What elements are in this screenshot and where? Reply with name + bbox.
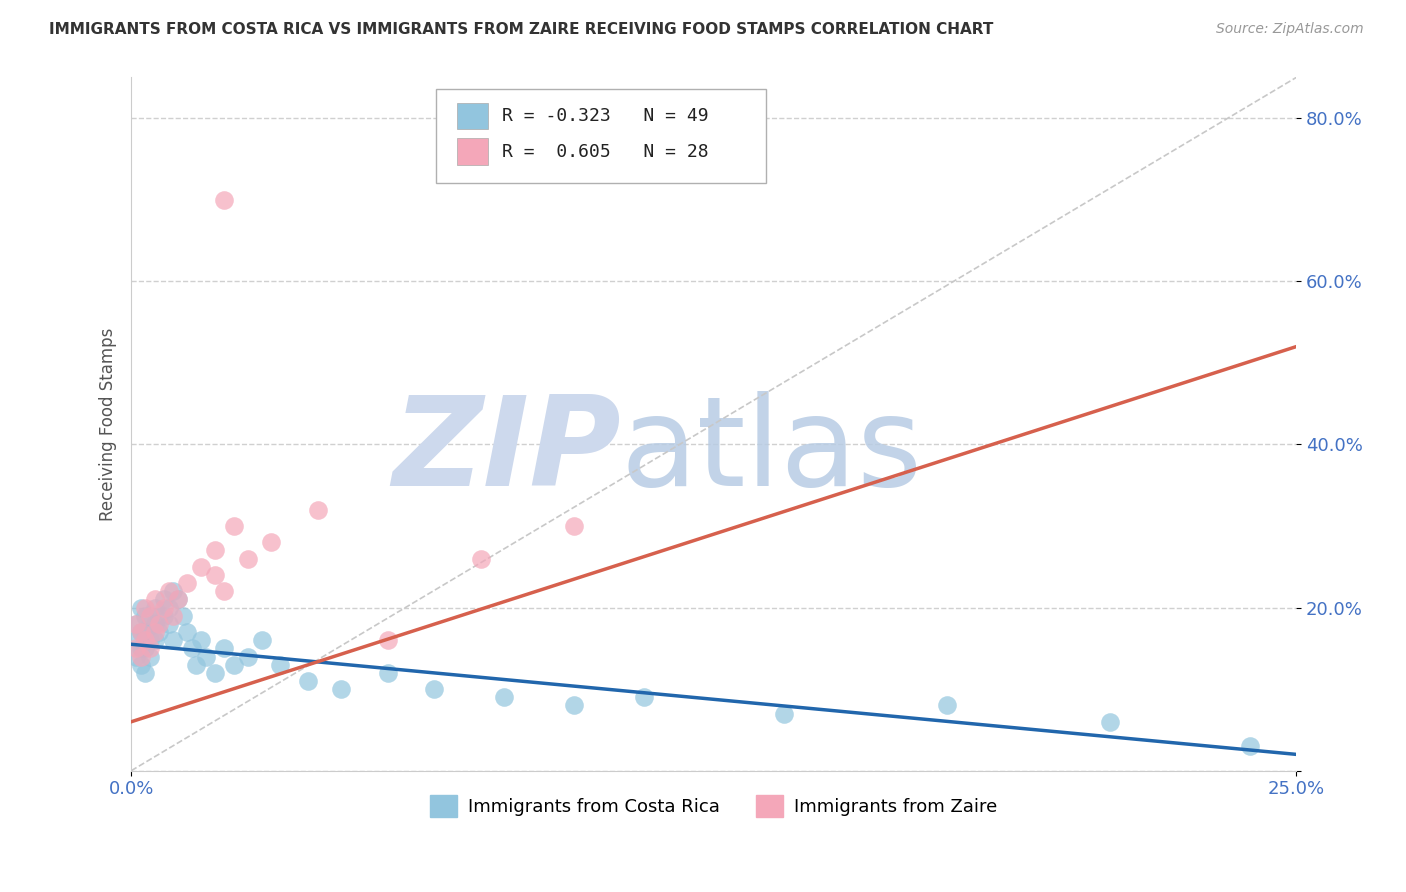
- Point: [186, 657, 208, 672]
- Point: [269, 657, 291, 672]
- Point: [153, 592, 176, 607]
- Point: [204, 665, 226, 680]
- Point: [139, 608, 162, 623]
- Point: [134, 608, 156, 623]
- Point: [134, 625, 156, 640]
- Point: [153, 600, 176, 615]
- Point: [166, 592, 188, 607]
- Point: [214, 193, 236, 207]
- Text: Source: ZipAtlas.com: Source: ZipAtlas.com: [1216, 22, 1364, 37]
- Point: [236, 649, 259, 664]
- Point: [143, 625, 166, 640]
- Point: [139, 616, 162, 631]
- Point: [139, 641, 162, 656]
- Point: [236, 551, 259, 566]
- Point: [162, 633, 184, 648]
- Point: [935, 698, 957, 713]
- Point: [250, 633, 273, 648]
- Point: [222, 519, 245, 533]
- Point: [125, 641, 148, 656]
- Point: [176, 576, 198, 591]
- Point: [143, 592, 166, 607]
- Point: [139, 649, 162, 664]
- Point: [125, 633, 148, 648]
- Point: [190, 633, 212, 648]
- Point: [148, 625, 170, 640]
- Point: [134, 641, 156, 656]
- Point: [125, 616, 148, 631]
- Point: [562, 519, 585, 533]
- Point: [125, 649, 148, 664]
- Text: ZIP: ZIP: [392, 392, 620, 512]
- Text: R = -0.323   N = 49: R = -0.323 N = 49: [502, 107, 709, 125]
- Point: [772, 706, 794, 721]
- Point: [129, 649, 152, 664]
- Text: R =  0.605   N = 28: R = 0.605 N = 28: [502, 143, 709, 161]
- Point: [562, 698, 585, 713]
- Point: [204, 543, 226, 558]
- Point: [134, 665, 156, 680]
- Point: [157, 616, 180, 631]
- Point: [129, 625, 152, 640]
- Point: [377, 633, 399, 648]
- Point: [129, 625, 152, 640]
- Point: [307, 502, 329, 516]
- Legend: Immigrants from Costa Rica, Immigrants from Zaire: Immigrants from Costa Rica, Immigrants f…: [423, 788, 1004, 824]
- Point: [139, 633, 162, 648]
- Point: [377, 665, 399, 680]
- Point: [157, 584, 180, 599]
- Point: [260, 535, 283, 549]
- Point: [194, 649, 217, 664]
- Point: [180, 641, 202, 656]
- Point: [148, 608, 170, 623]
- Point: [1098, 714, 1121, 729]
- Point: [297, 673, 319, 688]
- Point: [129, 600, 152, 615]
- Y-axis label: Receiving Food Stamps: Receiving Food Stamps: [100, 327, 117, 521]
- Point: [214, 584, 236, 599]
- Point: [1239, 739, 1261, 754]
- Point: [204, 568, 226, 582]
- Point: [143, 616, 166, 631]
- Point: [129, 641, 152, 656]
- Point: [166, 592, 188, 607]
- Point: [176, 625, 198, 640]
- Point: [329, 682, 352, 697]
- Point: [143, 633, 166, 648]
- Point: [162, 608, 184, 623]
- Point: [470, 551, 492, 566]
- Point: [157, 600, 180, 615]
- Point: [222, 657, 245, 672]
- Point: [129, 657, 152, 672]
- Point: [143, 600, 166, 615]
- Point: [134, 600, 156, 615]
- Point: [162, 584, 184, 599]
- Point: [190, 559, 212, 574]
- Point: [153, 608, 176, 623]
- Text: atlas: atlas: [620, 392, 922, 512]
- Point: [423, 682, 446, 697]
- Point: [214, 641, 236, 656]
- Point: [148, 616, 170, 631]
- Point: [125, 616, 148, 631]
- Point: [633, 690, 655, 705]
- Text: IMMIGRANTS FROM COSTA RICA VS IMMIGRANTS FROM ZAIRE RECEIVING FOOD STAMPS CORREL: IMMIGRANTS FROM COSTA RICA VS IMMIGRANTS…: [49, 22, 994, 37]
- Point: [494, 690, 516, 705]
- Point: [134, 633, 156, 648]
- Point: [172, 608, 194, 623]
